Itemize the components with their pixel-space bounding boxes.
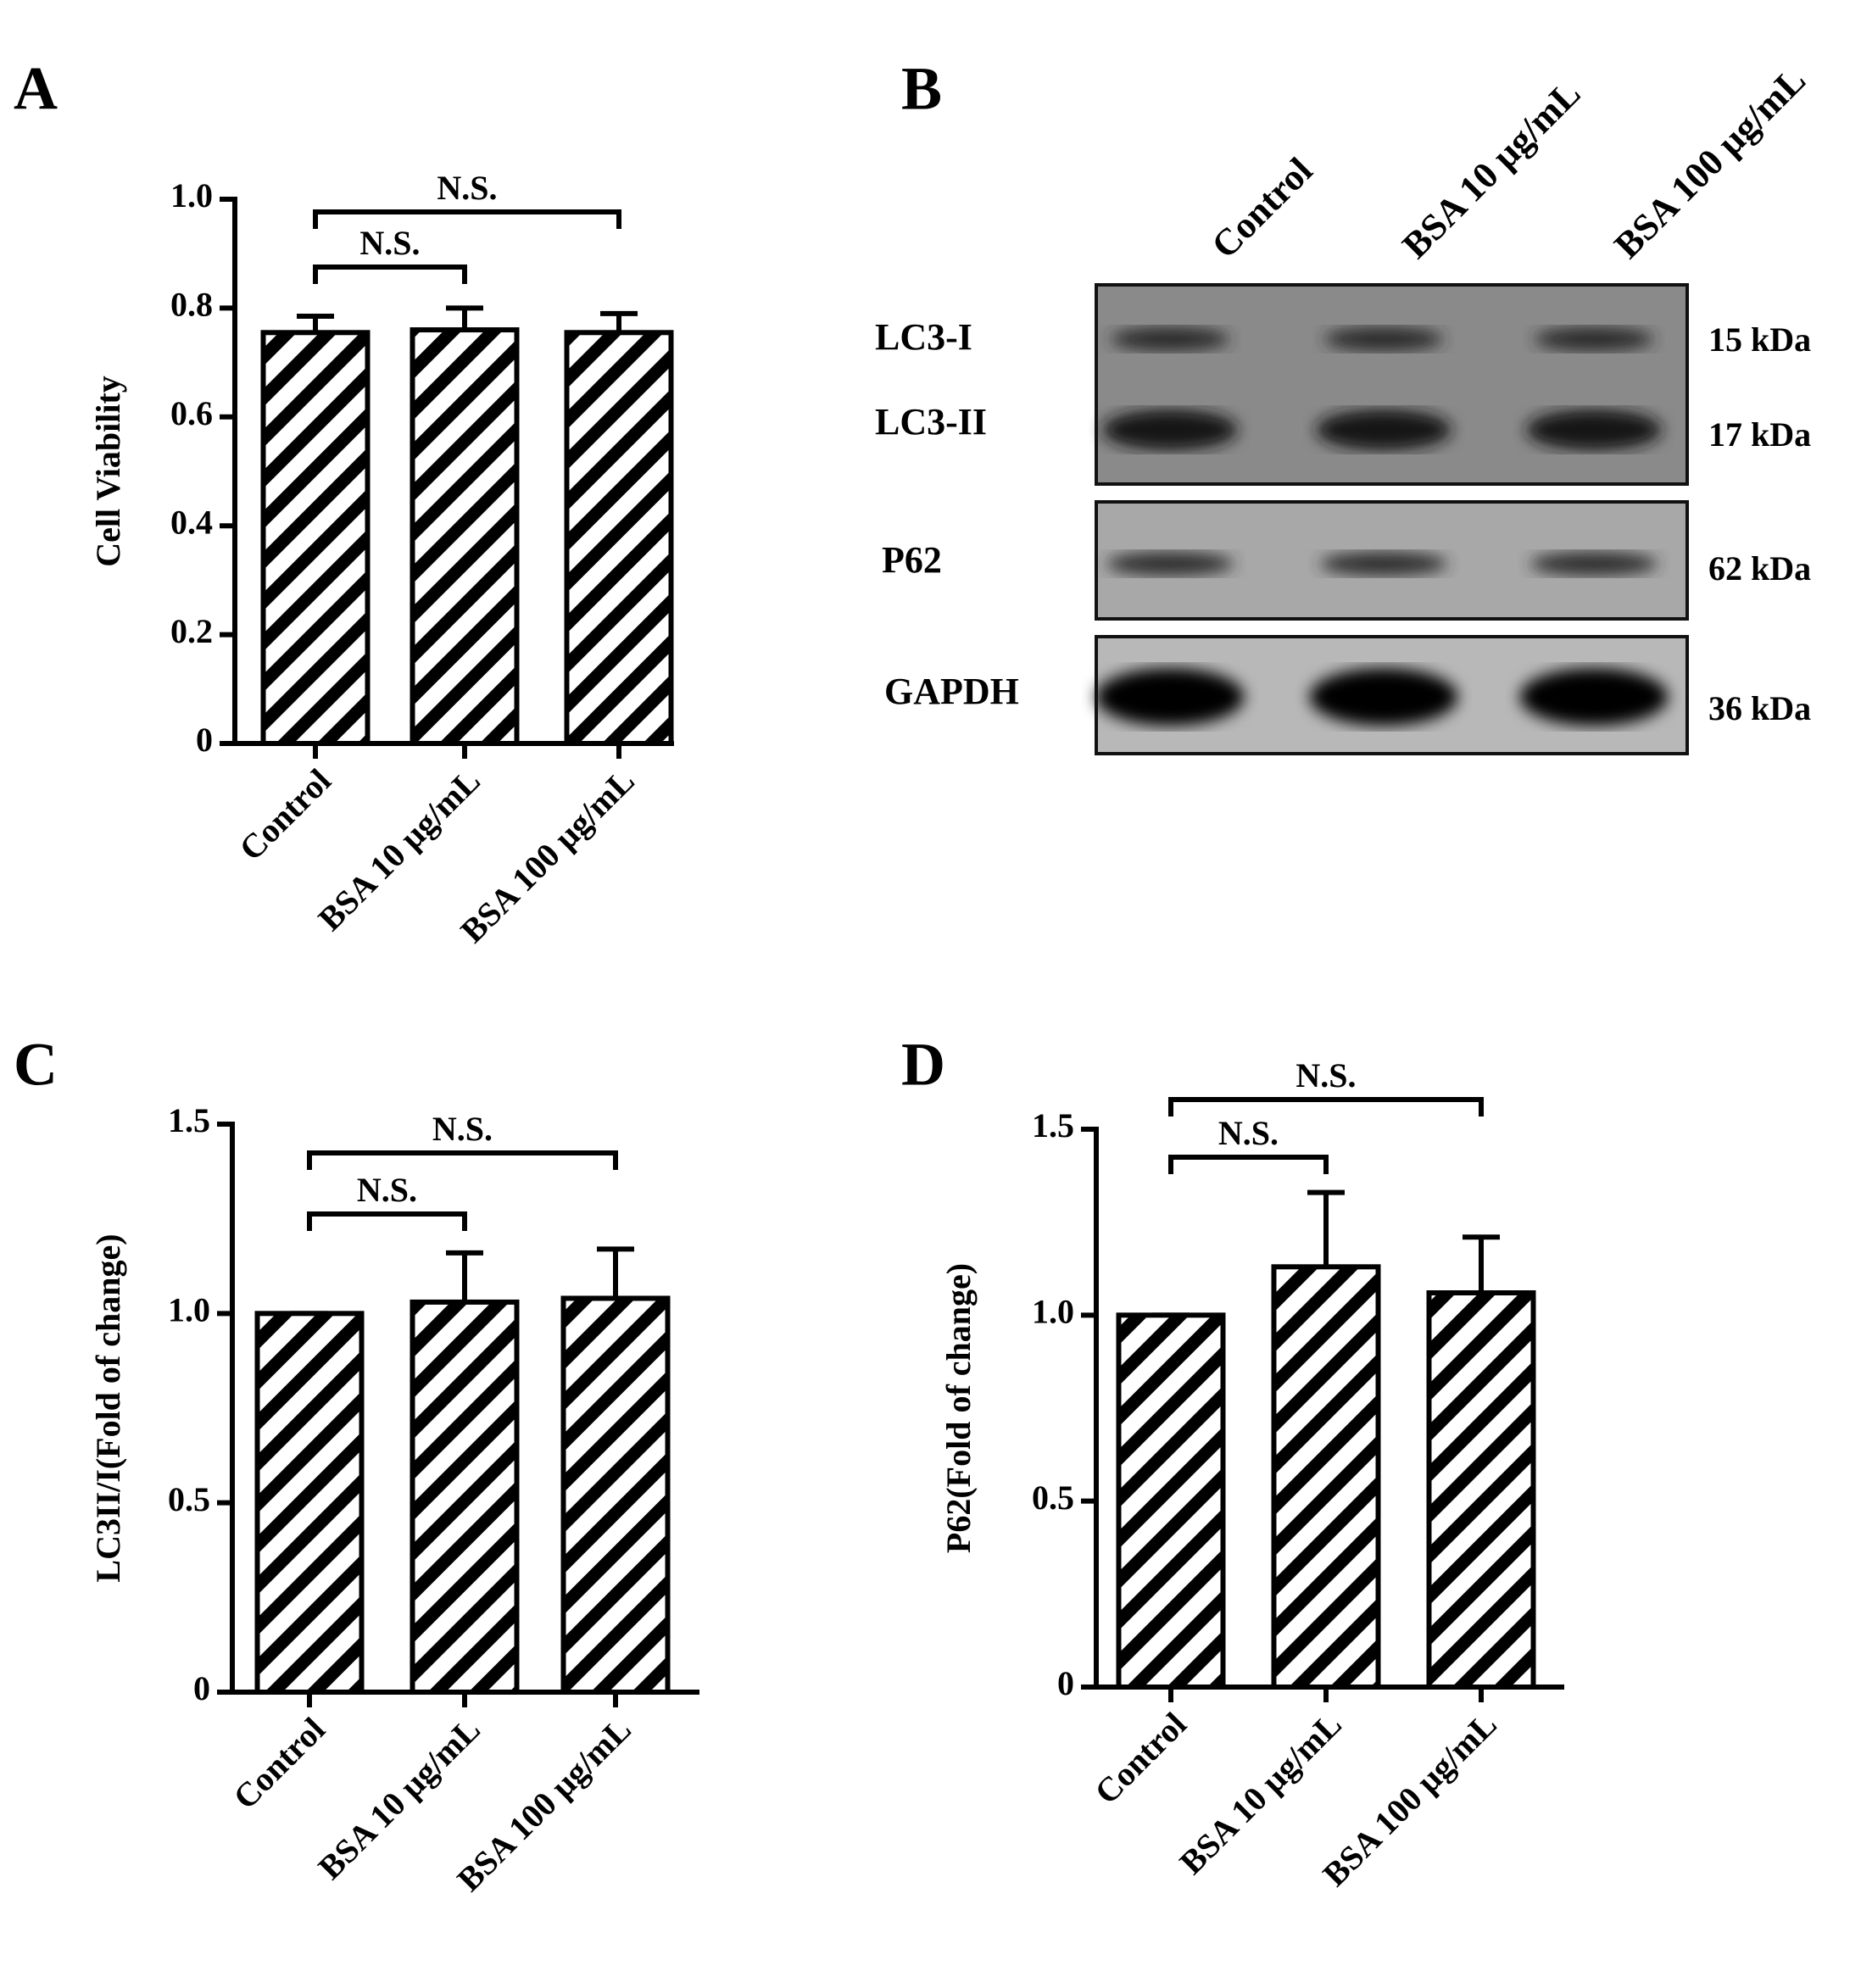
bar [260,330,371,746]
blot-band [1309,668,1458,726]
size-label: 36 kDa [1708,689,1811,727]
lane-label: BSA 10 µg/mL [1395,72,1589,266]
blot-frame [1095,635,1689,755]
bar [254,1311,365,1696]
blot-band [1526,409,1662,450]
significance-bracket [313,209,621,229]
significance-label: N.S. [432,1110,493,1148]
bar [560,1295,671,1695]
row-label: GAPDH [884,671,1019,712]
y-axis-title: LC3II/I(Fold of change) [89,1233,127,1582]
y-tick-label: 0.5 [168,1480,210,1518]
row-label: LC3-I [875,316,972,358]
y-tick-label: 0.5 [1032,1478,1074,1517]
y-tick-label: 1.0 [1032,1293,1074,1331]
panel-label: B [901,55,942,123]
significance-label: N.S. [1295,1056,1356,1094]
significance-bracket [307,1150,618,1170]
y-tick-label: 1.0 [170,176,213,214]
significance-label: N.S. [357,1171,417,1209]
blot-band [1535,327,1653,351]
blot-band [1519,668,1669,726]
blot-band [1530,552,1658,576]
lane-label: BSA 100 µg/mL [1607,59,1814,266]
y-tick-label: 0 [193,1669,210,1707]
y-tick-label: 1.5 [168,1101,210,1139]
significance-bracket [313,265,467,284]
bar [1271,1264,1381,1690]
significance-bracket [1168,1097,1484,1117]
significance-label: N.S. [1218,1114,1279,1152]
x-tick-label: Control [231,761,338,868]
y-axis-title: P62(Fold of change) [939,1263,978,1553]
bar [1116,1312,1226,1690]
blot-frame [1095,283,1689,486]
size-label: 62 kDa [1708,549,1811,587]
y-axis-title: Cell Viability [89,376,127,567]
x-tick-label: BSA 10 µg/mL [1172,1705,1348,1881]
significance-label: N.S. [359,224,420,262]
panel-label: D [901,1031,945,1099]
y-tick-label: 1.5 [1032,1106,1074,1144]
bar [410,327,520,746]
y-tick-label: 0 [196,721,213,759]
y-tick-label: 1.0 [168,1291,210,1329]
row-label: LC3-II [875,401,987,443]
y-tick-label: 0.6 [170,394,213,432]
bar [410,1299,520,1696]
blot-band [1320,552,1447,576]
y-tick-label: 0 [1057,1664,1074,1702]
size-label: 15 kDa [1708,320,1811,359]
row-label: P62 [882,539,942,581]
lane-label: Control [1204,149,1321,266]
blot-band [1324,327,1443,351]
blot-frame [1095,500,1689,621]
significance-bracket [1168,1155,1329,1174]
size-label: 17 kDa [1708,415,1811,454]
y-tick-label: 0.8 [170,286,213,324]
blot-membrane [1096,285,1687,484]
blot-band [1111,327,1229,351]
significance-bracket [307,1211,467,1231]
y-tick-label: 0.4 [170,503,213,541]
y-tick-label: 0.2 [170,612,213,650]
panel-label: C [14,1031,58,1099]
significance-label: N.S. [437,169,497,207]
blot-band [1102,409,1238,450]
bar [564,330,674,746]
x-tick-label: Control [1087,1705,1194,1812]
blot-band [1316,409,1451,450]
bar [1426,1290,1536,1690]
blot-band [1095,668,1245,726]
panel-label: A [14,55,58,123]
x-tick-label: Control [226,1710,332,1817]
blot-band [1106,552,1234,576]
